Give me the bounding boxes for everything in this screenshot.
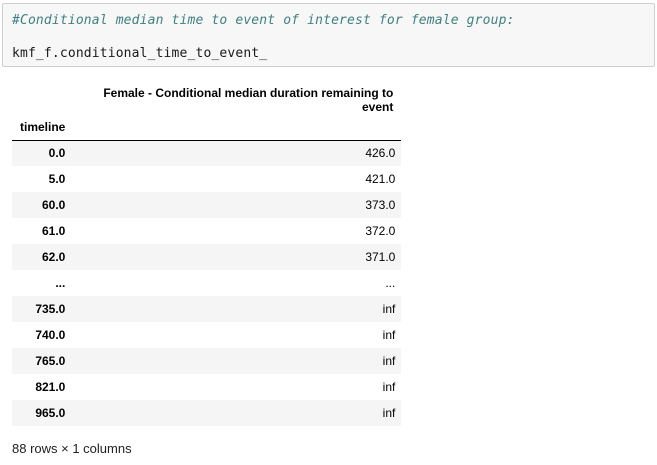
row-index: 62.0: [42, 250, 66, 264]
row-value: 371.0: [365, 250, 396, 264]
row-value: 426.0: [365, 146, 396, 161]
table-row: 821.0 inf: [12, 374, 402, 400]
row-value: 372.0: [365, 224, 396, 238]
blank-corner-cell: [12, 86, 73, 114]
table-row: 735.0 inf: [12, 296, 402, 322]
row-index: 0.0: [48, 146, 66, 161]
row-value: inf: [382, 406, 396, 420]
row-index: 765.0: [35, 354, 66, 368]
index-name: timeline: [12, 114, 74, 141]
column-header-row: Female - Conditional median duration rem…: [12, 86, 401, 114]
dataframe-shape-note: 88 rows × 1 columns: [12, 441, 132, 456]
row-value: inf: [382, 380, 396, 394]
output-area: Female - Conditional median duration rem…: [12, 86, 402, 426]
table-row: 60.0 373.0: [12, 192, 402, 218]
table-row: 62.0 371.0: [12, 244, 402, 270]
row-value: 421.0: [365, 172, 396, 186]
row-index: 740.0: [35, 328, 66, 342]
row-index: 735.0: [35, 302, 66, 316]
column-header: Female - Conditional median duration rem…: [103, 86, 394, 114]
table-row: 965.0 inf: [12, 400, 402, 426]
table-row: 740.0 inf: [12, 322, 402, 348]
row-value: inf: [382, 328, 396, 342]
row-value: inf: [382, 354, 396, 368]
code-line: kmf_f.conditional_time_to_event_: [12, 46, 268, 61]
row-index: 965.0: [35, 406, 66, 420]
row-index: ...: [55, 276, 66, 290]
dataframe-table: Female - Conditional median duration rem…: [12, 86, 402, 426]
table-row: 0.0 426.0: [12, 140, 402, 166]
table-row: 765.0 inf: [12, 348, 402, 374]
table-row: 61.0 372.0: [12, 218, 402, 244]
index-name-row: timeline: [12, 114, 402, 141]
row-index: 60.0: [42, 198, 66, 212]
row-index: 5.0: [48, 172, 66, 186]
blank-index-cell: [73, 114, 402, 141]
row-index: 61.0: [42, 224, 66, 238]
row-value: ...: [385, 276, 396, 290]
row-index: 821.0: [35, 380, 66, 394]
code-cell[interactable]: #Conditional median time to event of int…: [2, 3, 655, 67]
table-row: 5.0 421.0: [12, 166, 402, 192]
table-row-ellipsis: ... ...: [12, 270, 402, 296]
code-comment: #Conditional median time to event of int…: [12, 13, 515, 28]
row-value: inf: [382, 302, 396, 316]
row-value: 373.0: [365, 198, 396, 212]
